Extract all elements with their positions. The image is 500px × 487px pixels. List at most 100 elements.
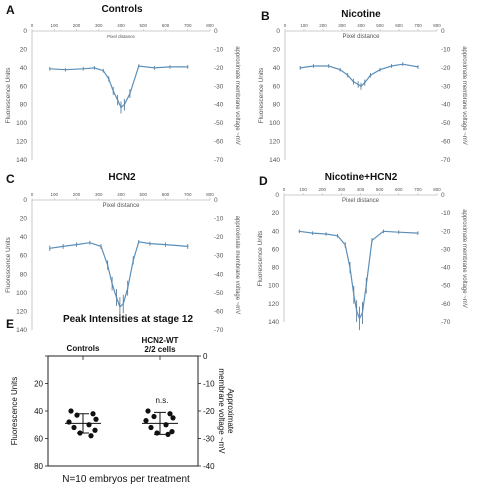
data-point [64, 69, 67, 71]
y2-tick-label: 0 [214, 28, 218, 35]
data-point [129, 92, 131, 95]
x-axis-title: Pixel distance [342, 198, 380, 204]
data-point [169, 429, 175, 435]
series-line [300, 63, 419, 88]
data-point [369, 74, 372, 76]
x-tick-label: 500 [376, 23, 384, 28]
y2-tick-label: -70 [214, 157, 224, 164]
y2-tick-label: -10 [214, 46, 224, 53]
x-tick-label: 800 [206, 192, 214, 197]
y-tick-label: 60 [20, 253, 28, 260]
y-tick-label: 20 [20, 46, 28, 53]
data-point [116, 99, 119, 101]
x-tick-label: 300 [338, 23, 346, 28]
data-point [312, 65, 315, 67]
data-point [145, 408, 151, 414]
y-tick-label: 60 [20, 83, 28, 90]
data-point [398, 231, 400, 233]
x-tick-label: 200 [318, 187, 326, 192]
data-point [149, 242, 151, 245]
y-axis-title: Fluorescence Units [258, 67, 265, 123]
y-tick-label: 140 [268, 319, 279, 326]
data-point [93, 67, 96, 69]
y2-tick-label: 0 [441, 28, 445, 35]
data-point [347, 74, 349, 76]
y2-tick-label: -10 [441, 46, 451, 53]
data-point [49, 247, 51, 249]
y-tick-label: 80 [20, 102, 28, 109]
y-axis-title: Fluorescence Units [5, 236, 12, 292]
data-point [336, 235, 339, 237]
data-point [402, 63, 404, 65]
y2-tick-label: 0 [203, 352, 208, 361]
x-tick-label: 800 [433, 187, 441, 192]
x-tick-label: 600 [395, 23, 403, 28]
y2-tick-label: -10 [203, 380, 215, 389]
x-tick-label: 200 [73, 23, 81, 28]
x-tick-label: 200 [73, 192, 81, 197]
data-point [325, 233, 327, 235]
y2-tick-label: -20 [203, 407, 215, 416]
y-tick-label: 140 [16, 157, 27, 164]
y2-tick-label: -40 [214, 271, 224, 278]
series-line [49, 241, 188, 308]
data-point [62, 245, 64, 248]
x-tick-label: 300 [95, 23, 103, 28]
category-label: 2/2 cells [144, 345, 176, 354]
y2-tick-label: -40 [214, 102, 224, 109]
x-tick-label: 300 [338, 187, 346, 192]
y2-tick-label: -30 [203, 435, 215, 444]
x-tick-label: 400 [117, 192, 125, 197]
panel-letter: B [261, 9, 270, 23]
y2-tick-label: -50 [214, 120, 224, 127]
y-tick-label: 100 [16, 290, 27, 297]
data-point [328, 65, 330, 67]
data-point [123, 104, 126, 106]
data-point [365, 285, 367, 287]
y-tick-label: 40 [20, 65, 28, 72]
data-point [164, 243, 167, 246]
x-axis-title: Pixel distance [102, 203, 140, 209]
data-point [89, 242, 91, 244]
x-tick-label: 500 [139, 23, 147, 28]
x-tick-label: 0 [31, 192, 34, 197]
panel-title: HCN2 [108, 172, 136, 183]
data-point [382, 230, 385, 232]
data-point [148, 424, 154, 431]
data-point [187, 245, 189, 248]
data-point [119, 306, 121, 308]
y2-tick-label: -70 [441, 157, 451, 164]
panel-e: E Peak Intensities at stage 12 20 40 60 80 0 -1… [6, 314, 235, 485]
y-tick-label: 20 [272, 210, 280, 217]
data-point [358, 317, 361, 320]
x-tick-label: 400 [117, 23, 125, 28]
x-tick-label: 100 [50, 23, 58, 28]
series-line [299, 230, 418, 320]
data-point [298, 230, 300, 232]
data-point [361, 312, 364, 314]
x-tick-label: 600 [395, 187, 403, 192]
y-axis-title: Fluorescence Units [257, 230, 264, 286]
x-tick-label: 500 [376, 187, 384, 192]
panel-title: Peak Intensities at stage 12 [63, 314, 194, 325]
x-tick-label: 500 [139, 192, 147, 197]
data-point [108, 78, 110, 80]
y-tick-label: 20 [34, 380, 43, 389]
y2-tick-label: -20 [441, 65, 451, 72]
panel-letter: A [6, 3, 15, 17]
data-point [352, 80, 355, 83]
y2-tick-label: -70 [441, 319, 451, 326]
y-tick-label: 80 [34, 462, 43, 471]
data-point [68, 408, 74, 414]
data-point [111, 282, 113, 285]
category-label: HCN2-WT [142, 336, 179, 345]
y-tick-label: 100 [269, 120, 280, 127]
data-point [138, 241, 140, 243]
footnote: N=10 embryos per treatment [62, 474, 190, 485]
y2-tick-label: -50 [441, 120, 451, 127]
y2-tick-label: -30 [214, 83, 224, 90]
y2-tick-label: -30 [441, 83, 451, 90]
